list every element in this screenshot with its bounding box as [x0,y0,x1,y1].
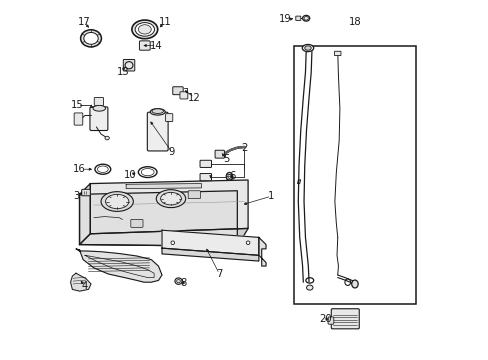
Text: 4: 4 [81,281,88,291]
Text: 14: 14 [150,41,163,50]
Text: 11: 11 [158,17,171,27]
Polygon shape [126,184,201,189]
Ellipse shape [152,109,163,113]
FancyBboxPatch shape [334,51,340,55]
FancyBboxPatch shape [81,189,90,196]
Text: 18: 18 [348,17,361,27]
Polygon shape [80,184,90,244]
Ellipse shape [302,15,309,21]
Ellipse shape [105,194,128,209]
Text: 5: 5 [223,154,229,164]
FancyBboxPatch shape [327,317,333,324]
Polygon shape [80,228,247,246]
Ellipse shape [132,20,158,39]
Bar [293,45,415,304]
FancyBboxPatch shape [295,16,300,21]
Ellipse shape [81,30,101,47]
Text: 17: 17 [77,17,90,27]
FancyBboxPatch shape [131,220,142,227]
Ellipse shape [171,241,174,244]
FancyBboxPatch shape [123,59,135,71]
Text: 19: 19 [279,14,291,24]
FancyBboxPatch shape [165,114,172,122]
Text: 9: 9 [168,147,175,157]
Text: 6: 6 [228,171,235,181]
Ellipse shape [93,105,105,111]
Ellipse shape [83,32,98,44]
Ellipse shape [138,25,151,34]
Ellipse shape [302,44,313,51]
Text: 16: 16 [72,164,85,174]
Ellipse shape [175,278,182,284]
Ellipse shape [226,172,232,180]
FancyBboxPatch shape [74,113,82,125]
Text: 15: 15 [71,100,83,110]
Polygon shape [162,230,258,255]
Ellipse shape [304,46,310,50]
Ellipse shape [351,280,357,288]
Text: 7: 7 [216,269,222,279]
FancyBboxPatch shape [200,160,211,167]
Ellipse shape [156,190,185,208]
Ellipse shape [105,136,109,140]
FancyBboxPatch shape [90,107,108,131]
Ellipse shape [125,62,133,69]
FancyBboxPatch shape [200,174,211,181]
FancyBboxPatch shape [147,112,168,151]
Polygon shape [80,191,237,246]
Text: 8: 8 [180,278,186,288]
Text: 12: 12 [187,93,200,103]
FancyBboxPatch shape [188,191,200,199]
Ellipse shape [246,241,249,244]
Text: 1: 1 [267,191,274,201]
Ellipse shape [306,285,312,290]
Ellipse shape [141,42,148,48]
Text: 3: 3 [73,191,80,201]
Text: 10: 10 [124,170,137,180]
FancyBboxPatch shape [172,87,183,95]
Polygon shape [258,237,265,266]
FancyBboxPatch shape [94,98,103,105]
FancyBboxPatch shape [139,41,150,50]
FancyBboxPatch shape [180,92,187,99]
Ellipse shape [150,109,165,115]
FancyBboxPatch shape [330,309,359,329]
Polygon shape [90,180,247,234]
Text: 20: 20 [319,314,331,324]
Polygon shape [70,273,91,291]
Text: 2: 2 [241,143,247,153]
Polygon shape [162,248,258,261]
Ellipse shape [101,192,133,211]
Polygon shape [76,249,162,282]
Text: 13: 13 [117,67,129,77]
Ellipse shape [135,23,154,36]
FancyBboxPatch shape [215,150,224,158]
Ellipse shape [160,192,181,205]
